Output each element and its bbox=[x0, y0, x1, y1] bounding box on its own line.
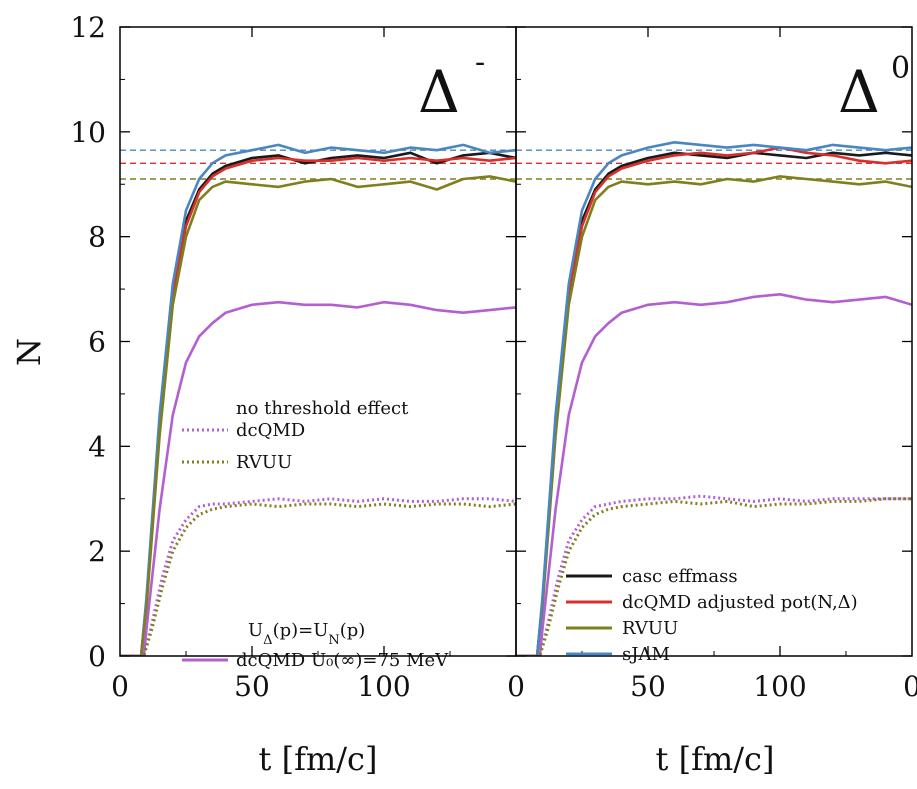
series-line-2 bbox=[120, 143, 516, 656]
y-tick-label: 6 bbox=[88, 326, 106, 359]
y-tick-label: 0 bbox=[88, 640, 106, 673]
series-line-4 bbox=[120, 300, 516, 656]
panel-label-left-main: Δ bbox=[418, 58, 460, 126]
x-tick-label: 100 bbox=[753, 670, 806, 703]
x-tick-label: 100 bbox=[357, 670, 410, 703]
panel-label-left: Δ - bbox=[418, 45, 485, 126]
x-axis-title-right: t [fm/c] bbox=[656, 740, 775, 778]
legend: no threshold effectdcQMDRVUUUΔ(p)=UN(p)d… bbox=[182, 398, 449, 671]
panel-label-right-main: Δ bbox=[838, 58, 880, 126]
x-tick-label: 0 bbox=[111, 670, 129, 703]
panel-label-right: Δ 0 bbox=[838, 51, 910, 126]
panel-label-left-sup: - bbox=[475, 45, 485, 80]
legend-header-part: (p)=U bbox=[273, 620, 329, 641]
legend-label: sJAM bbox=[622, 644, 670, 665]
legend-label: casc effmass bbox=[622, 566, 738, 587]
panel-right: 0 50 100 0 casc effmass dcQMD adjusted pot(N,… bbox=[507, 26, 917, 703]
series-line-5 bbox=[120, 497, 516, 656]
series-line-5 bbox=[516, 494, 912, 656]
series-line-2 bbox=[516, 175, 912, 656]
legend-header: UΔ(p)=UN(p) bbox=[248, 620, 365, 648]
legend-label: dcQMD adjusted pot(N,Δ) bbox=[622, 592, 858, 613]
panel-label-right-sup: 0 bbox=[891, 51, 910, 86]
x-tick-label: 0 bbox=[507, 670, 525, 703]
x-tick-label: 50 bbox=[630, 670, 666, 703]
legend-label: RVUU bbox=[622, 618, 678, 639]
legend-label: RVUU bbox=[236, 452, 292, 473]
y-tick-label: 4 bbox=[88, 430, 106, 463]
legend-header-part: Δ bbox=[263, 633, 272, 648]
legend-label: dcQMD bbox=[236, 420, 305, 441]
series-group bbox=[516, 141, 912, 656]
x-tick-label: 0 bbox=[903, 670, 917, 703]
series-line-3 bbox=[120, 175, 516, 656]
legend-header: no threshold effect bbox=[236, 398, 409, 419]
legend-header-part: N bbox=[328, 633, 339, 648]
legend-header-part: (p) bbox=[340, 620, 366, 641]
y-tick-label: 8 bbox=[88, 221, 106, 254]
series-group bbox=[120, 143, 516, 656]
y-tick-label: 10 bbox=[70, 116, 106, 149]
series-line-4 bbox=[516, 292, 912, 656]
legend: casc effmass dcQMD adjusted pot(N,Δ) RVUU s… bbox=[566, 566, 858, 665]
x-tick-label: 50 bbox=[234, 670, 270, 703]
series-line-6 bbox=[120, 502, 516, 656]
x-axis-title-left: t [fm/c] bbox=[259, 740, 378, 778]
series-line-6 bbox=[516, 497, 912, 656]
y-tick-label: 2 bbox=[88, 535, 106, 568]
series-line-3 bbox=[516, 141, 912, 656]
legend-header-part: U bbox=[248, 620, 263, 641]
legend-label: dcQMD U₀(∞)=75 MeV bbox=[236, 650, 449, 671]
y-axis-title: N bbox=[10, 338, 48, 366]
y-tick-label: 12 bbox=[70, 11, 106, 44]
